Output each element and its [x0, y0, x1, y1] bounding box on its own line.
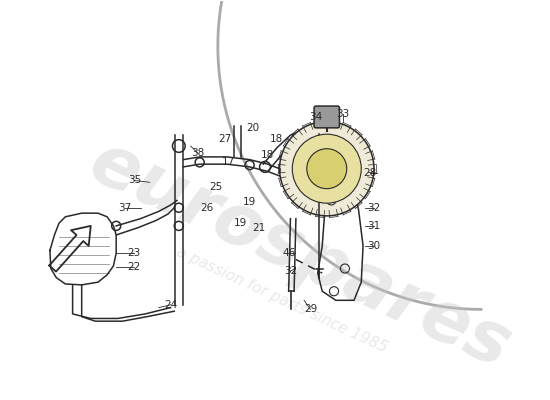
Text: 23: 23	[128, 248, 141, 258]
Circle shape	[307, 149, 346, 189]
Circle shape	[292, 134, 361, 203]
Text: 19: 19	[243, 197, 256, 207]
Text: 31: 31	[367, 221, 381, 231]
Text: 30: 30	[367, 241, 381, 251]
Text: 18: 18	[261, 150, 274, 160]
Text: 18: 18	[270, 134, 283, 144]
FancyBboxPatch shape	[314, 106, 339, 128]
Text: 34: 34	[309, 112, 322, 122]
Text: 33: 33	[337, 109, 350, 119]
Text: 17: 17	[222, 157, 235, 167]
Text: 46: 46	[282, 248, 295, 258]
Text: 24: 24	[164, 300, 177, 310]
Text: 29: 29	[304, 304, 317, 314]
Text: 38: 38	[191, 148, 205, 158]
Text: 32: 32	[284, 266, 297, 276]
Circle shape	[279, 122, 374, 216]
Text: 20: 20	[246, 123, 259, 133]
Text: 21: 21	[252, 223, 265, 233]
Text: 22: 22	[128, 262, 141, 272]
Text: 32: 32	[367, 203, 381, 213]
Text: 37: 37	[119, 203, 132, 213]
Text: 27: 27	[218, 134, 232, 144]
Text: 19: 19	[234, 218, 247, 228]
Text: 28: 28	[364, 168, 377, 178]
Text: 25: 25	[210, 182, 223, 192]
Text: eurospares: eurospares	[78, 127, 521, 383]
Text: 35: 35	[128, 176, 141, 186]
Text: a passion for parts since 1985: a passion for parts since 1985	[174, 245, 389, 356]
Text: 26: 26	[200, 203, 213, 213]
